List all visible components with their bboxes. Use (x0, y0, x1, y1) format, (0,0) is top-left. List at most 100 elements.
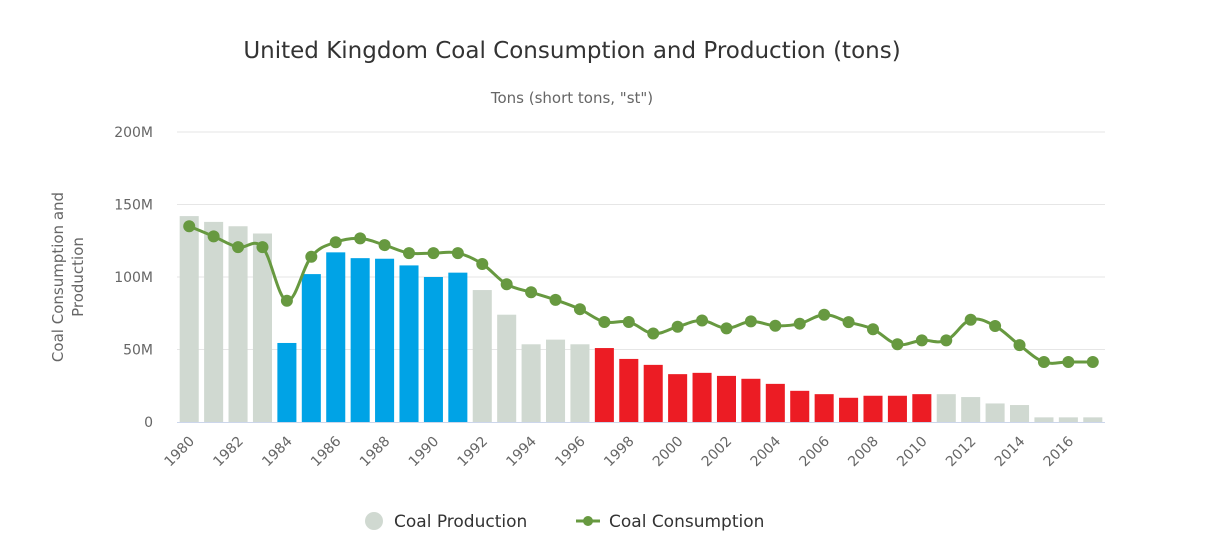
production-bar[interactable] (668, 374, 688, 422)
consumption-point[interactable] (989, 320, 1002, 333)
consumption-point[interactable] (1037, 355, 1050, 368)
x-tick-label: 1996 (552, 433, 589, 470)
production-bar[interactable] (326, 252, 346, 422)
production-bars (179, 216, 1103, 423)
legend-production-marker (365, 512, 383, 530)
production-bar[interactable] (570, 344, 590, 422)
production-bar[interactable] (961, 397, 981, 422)
x-tick-label: 1988 (357, 434, 394, 471)
production-bar[interactable] (228, 226, 248, 422)
consumption-point[interactable] (622, 315, 635, 328)
production-bar[interactable] (887, 395, 907, 422)
consumption-point[interactable] (354, 232, 367, 245)
production-bar[interactable] (252, 233, 272, 423)
production-bar[interactable] (619, 358, 639, 422)
consumption-point[interactable] (744, 315, 757, 328)
consumption-point[interactable] (671, 320, 684, 333)
legend-consumption-label: Coal Consumption (609, 512, 764, 532)
y-tick-label: 50M (123, 343, 153, 359)
consumption-point[interactable] (280, 294, 293, 307)
x-tick-label: 1998 (601, 434, 638, 471)
consumption-point[interactable] (573, 303, 586, 316)
production-bar[interactable] (985, 403, 1005, 422)
production-bar[interactable] (790, 390, 810, 422)
consumption-point[interactable] (232, 241, 245, 254)
consumption-point[interactable] (183, 220, 196, 233)
consumption-point[interactable] (647, 327, 660, 340)
consumption-point[interactable] (427, 247, 440, 260)
y-tick-label: 200M (114, 125, 153, 141)
consumption-point[interactable] (549, 293, 562, 306)
production-bar[interactable] (546, 339, 566, 422)
legend-item-consumption[interactable]: Coal Consumption (576, 512, 764, 532)
production-bar[interactable] (375, 258, 395, 422)
legend: Coal Production Coal Consumption (365, 512, 764, 532)
production-bar[interactable] (277, 342, 297, 422)
production-bar[interactable] (839, 397, 859, 422)
consumption-point[interactable] (867, 323, 879, 336)
consumption-point[interactable] (305, 250, 318, 263)
consumption-point[interactable] (696, 314, 709, 327)
consumption-point[interactable] (964, 313, 977, 326)
consumption-point[interactable] (525, 286, 538, 299)
consumption-point[interactable] (378, 239, 391, 252)
production-bar[interactable] (741, 378, 761, 422)
consumption-point[interactable] (842, 316, 855, 329)
x-tick-label: 1980 (162, 434, 199, 471)
consumption-point[interactable] (451, 247, 464, 260)
consumption-point[interactable] (207, 230, 220, 243)
production-bar[interactable] (399, 265, 419, 422)
consumption-point[interactable] (500, 278, 513, 291)
consumption-point[interactable] (598, 315, 611, 328)
production-bar[interactable] (1058, 417, 1078, 422)
production-bar[interactable] (863, 395, 883, 422)
production-bar[interactable] (1010, 405, 1030, 422)
consumption-point[interactable] (1086, 355, 1099, 368)
x-tick-label: 1986 (308, 433, 345, 470)
y-axis-ticks: 0 50M 100M 150M 200M (114, 125, 153, 431)
consumption-point[interactable] (403, 247, 415, 260)
production-bar[interactable] (936, 394, 956, 422)
y-tick-label: 100M (114, 270, 153, 286)
production-bar[interactable] (472, 290, 492, 422)
consumption-point[interactable] (1062, 355, 1075, 368)
y-tick-label: 0 (144, 415, 153, 431)
production-bar[interactable] (765, 383, 785, 422)
production-bar[interactable] (1034, 417, 1054, 422)
consumption-point[interactable] (476, 257, 489, 270)
consumption-point[interactable] (793, 317, 806, 330)
production-bar[interactable] (716, 375, 736, 422)
production-bar[interactable] (643, 364, 663, 422)
legend-item-production[interactable]: Coal Production (365, 512, 527, 532)
consumption-point[interactable] (769, 319, 782, 332)
x-tick-label: 2000 (650, 434, 687, 471)
consumption-point[interactable] (1013, 339, 1026, 352)
production-bar[interactable] (1083, 417, 1103, 422)
consumption-point[interactable] (329, 236, 342, 249)
legend-production-label: Coal Production (394, 512, 527, 532)
production-bar[interactable] (692, 372, 712, 422)
x-tick-label: 2012 (943, 434, 980, 471)
production-bar[interactable] (301, 274, 321, 422)
x-tick-label: 1992 (455, 434, 492, 471)
production-bar[interactable] (350, 258, 370, 422)
consumption-point[interactable] (940, 334, 953, 347)
consumption-point[interactable] (256, 241, 269, 254)
production-bar[interactable] (814, 394, 834, 422)
x-axis-ticks: 1980 1982 1984 1986 1988 1990 1992 1994 1996 1998… (162, 433, 1078, 470)
production-bar[interactable] (594, 348, 614, 422)
production-bar[interactable] (497, 314, 517, 422)
consumption-point[interactable] (891, 338, 904, 351)
consumption-point[interactable] (720, 322, 733, 335)
consumption-point[interactable] (818, 308, 831, 321)
production-bar[interactable] (423, 277, 443, 422)
x-tick-label: 2004 (748, 433, 785, 470)
production-bar[interactable] (179, 216, 199, 422)
consumption-line (183, 220, 1099, 368)
production-bar[interactable] (521, 344, 541, 422)
consumption-point[interactable] (915, 334, 928, 347)
production-bar[interactable] (204, 221, 224, 422)
production-bar[interactable] (448, 272, 468, 422)
production-bar[interactable] (912, 394, 932, 422)
